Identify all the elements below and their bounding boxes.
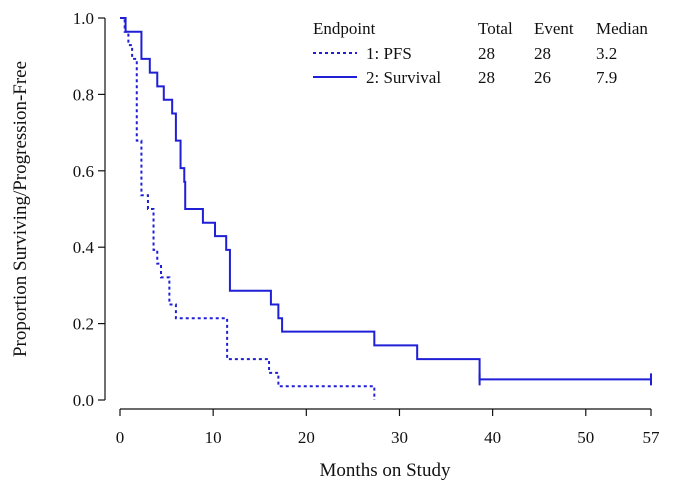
legend-header-total: Total [478, 19, 513, 38]
legend-header-median: Median [596, 19, 648, 38]
series-line-survival [120, 17, 651, 381]
legend-event-pfs: 28 [534, 44, 551, 63]
legend-median-pfs: 3.2 [596, 44, 617, 63]
x-tick-label: 10 [205, 428, 222, 447]
legend-total-survival: 28 [478, 68, 495, 87]
y-tick-label: 1.0 [73, 9, 94, 28]
legend-event-survival: 26 [534, 68, 551, 87]
x-tick-label: 0 [116, 428, 125, 447]
legend: Endpoint Total Event Median 1: PFS 28 28… [313, 19, 648, 87]
y-tick-label: 0.0 [73, 391, 94, 410]
legend-median-survival: 7.9 [596, 68, 617, 87]
x-axis-title: Months on Study [320, 460, 451, 481]
y-tick-label: 0.6 [73, 162, 94, 181]
x-tick-label: 50 [577, 428, 594, 447]
legend-header-event: Event [534, 19, 574, 38]
legend-label-survival: 2: Survival [366, 68, 441, 87]
y-axis-title: Proportion Surviving/Progression-Free [10, 61, 31, 357]
y-tick-label: 0.2 [73, 315, 94, 334]
x-tick-label: 30 [391, 428, 408, 447]
axes: 0 10 20 30 40 50 57 0.0 0.2 0.4 0.6 0.8 1.0 [73, 9, 660, 447]
x-tick-label: 20 [298, 428, 315, 447]
y-tick-label: 0.4 [73, 238, 95, 257]
x-tick-label: 40 [484, 428, 501, 447]
legend-total-pfs: 28 [478, 44, 495, 63]
legend-header-endpoint: Endpoint [313, 19, 376, 38]
y-tick-label: 0.8 [73, 85, 94, 104]
x-tick-label: 57 [643, 428, 661, 447]
legend-label-pfs: 1: PFS [366, 44, 412, 63]
series-line-pfs [120, 17, 376, 400]
plot-area [120, 17, 652, 400]
